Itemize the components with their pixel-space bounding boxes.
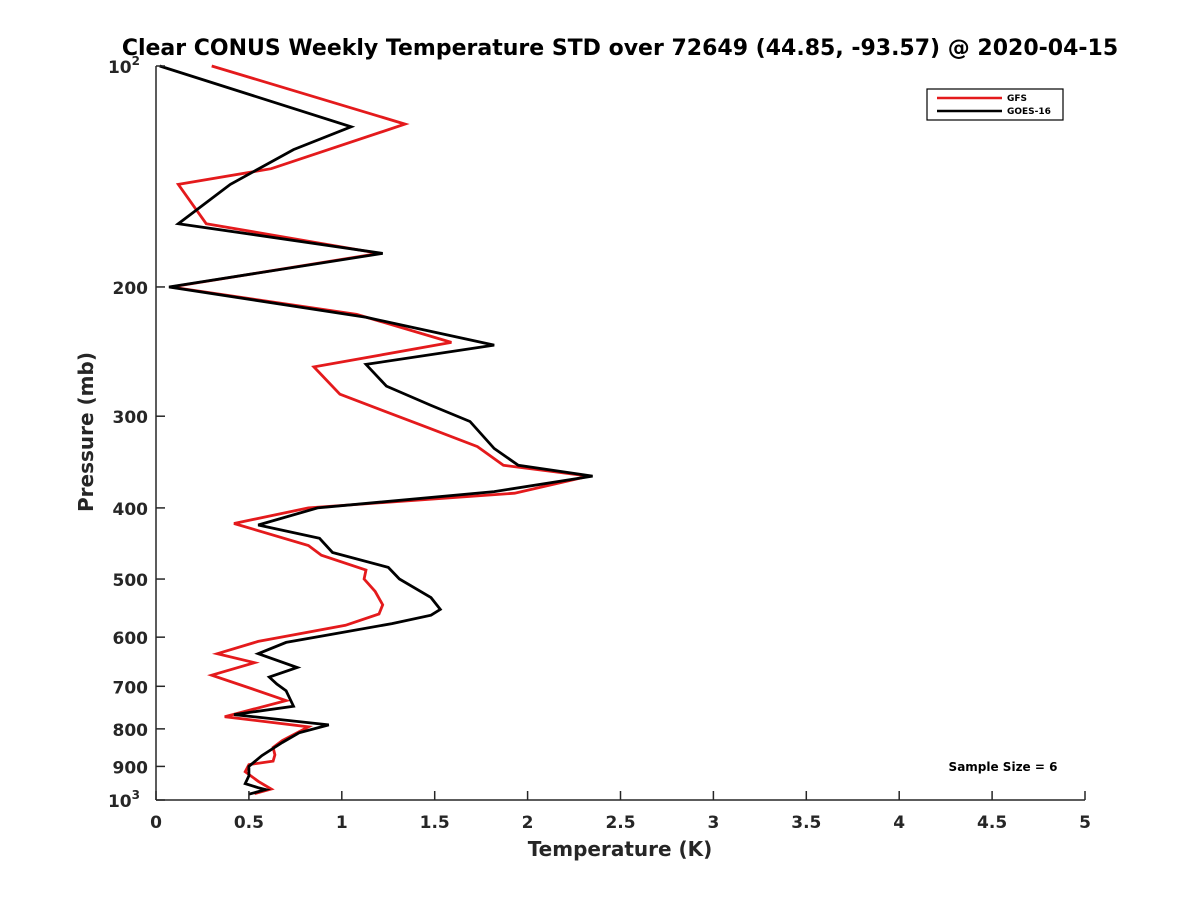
y-tick-label: 700 [113,678,149,698]
y-tick-label: 500 [113,571,149,591]
y-tick-label: 300 [113,408,149,428]
chart-title: Clear CONUS Weekly Temperature STD over … [122,36,1118,61]
legend-label: GFS [1007,94,1027,104]
x-tick-label: 3.5 [791,813,821,833]
legend-box [926,88,1064,121]
x-tick-label: 0.5 [234,813,264,833]
y-axis-ticks: 102 200 300 400 500 600 700 800 900 103 [108,54,165,812]
x-tick-label: 2.5 [605,813,635,833]
x-tick-label: 1 [336,813,348,833]
x-tick-label: 4 [893,813,905,833]
plot-area [155,64,1085,801]
y-tick-label: 102 [108,54,140,78]
x-tick-label: 5 [1079,813,1091,833]
x-tick-label: 2 [522,813,534,833]
y-tick-label: 800 [113,721,149,741]
series-line-gfs [170,64,590,795]
x-tick-label: 4.5 [977,813,1007,833]
y-tick-label: 900 [113,758,149,778]
y-axis-label: Pressure (mb) [74,352,98,512]
y-tick-label: 600 [113,629,149,649]
sample-size-annotation: Sample Size = 6 [949,760,1058,774]
series-line-goes-16 [159,64,593,796]
x-tick-label: 1.5 [420,813,450,833]
x-axis-label: Temperature (K) [528,837,713,861]
legend-label: GOES-16 [1007,107,1051,117]
x-axis-ticks: 0 0.5 1 1.5 2 2.5 3 3.5 4 4.5 5 [150,791,1091,833]
y-tick-label: 200 [113,279,149,299]
y-tick-label: 103 [108,788,140,812]
y-tick-label: 400 [113,500,149,520]
x-tick-label: 0 [150,813,162,833]
legend: GFS GOES-16 [926,88,1064,121]
x-tick-label: 3 [707,813,719,833]
